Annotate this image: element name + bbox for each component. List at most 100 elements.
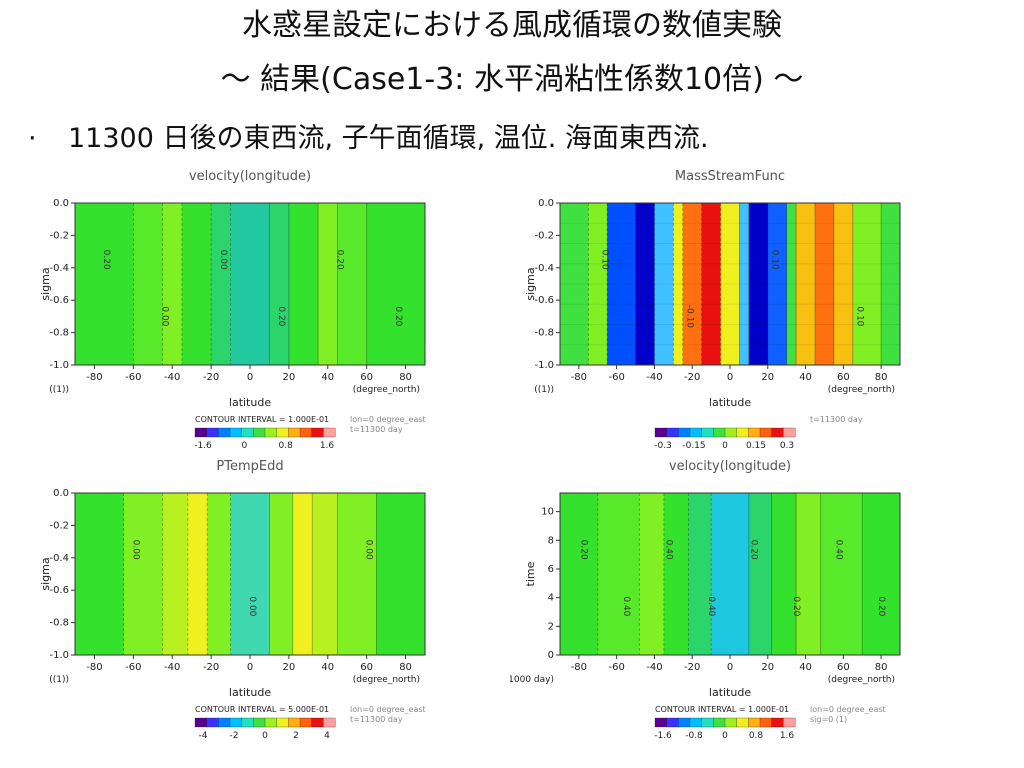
colorbar-tick-label: -1.6 [654, 731, 672, 741]
x-axis-label: latitude [229, 396, 271, 409]
x-axis-unit: (degree_north) [828, 385, 895, 395]
x-tick-label: 60 [837, 662, 850, 673]
y-tick-label: 10 [541, 507, 554, 518]
x-tick-label: -40 [164, 372, 180, 383]
colorbar-tick-label: 0 [262, 731, 268, 741]
heatmap-band [663, 493, 689, 655]
meta-label: t=11300 day [810, 415, 863, 424]
colorbar-cell [311, 717, 324, 728]
heatmap-band [187, 493, 208, 655]
heatmap-band [312, 493, 338, 655]
heatmap-band [796, 203, 816, 365]
colorbar-tick-label: -0.8 [685, 731, 703, 741]
colorbar-cell [194, 427, 208, 438]
contour-label: 0.20 [393, 306, 403, 326]
y-tick-label: -0.6 [49, 295, 69, 306]
chart-panel-mass-stream: MassStreamFunc 0.10 -0.10 0.10 0.10 -80 -60 -40… [524, 169, 901, 451]
colorbar-tick-label: 0 [241, 441, 247, 451]
heatmap-band [862, 493, 901, 655]
contour-label: 0.20 [791, 596, 801, 616]
y-tick-label: 4 [548, 593, 554, 604]
colorbar-tick-label: 0.8 [279, 441, 294, 451]
x-axis-label: latitude [709, 396, 751, 409]
heatmap-band [635, 203, 655, 365]
x-tick-label: -80 [86, 372, 102, 383]
x-tick-label: -60 [125, 372, 141, 383]
y-tick-label: -0.8 [49, 618, 69, 629]
heatmap-band [75, 493, 125, 655]
heatmap-band [673, 203, 684, 365]
y-tick-label: -1.0 [534, 360, 554, 371]
heatmap-band [560, 203, 589, 365]
colorbar-cell [323, 717, 336, 728]
heatmap-band [654, 203, 674, 365]
slide-title: 水惑星設定における風成循環の数値実験 [242, 8, 782, 43]
heatmap-band [269, 493, 294, 655]
x-axis-unit: (degree_north) [828, 675, 895, 685]
y-tick-label: -1.0 [49, 360, 69, 371]
heatmap-band [852, 203, 882, 365]
slide-subtitle: 〜 結果(Case1-3: 水平渦粘性係数10倍) 〜 [220, 62, 804, 97]
colorbar-cell [276, 427, 289, 438]
contour-label: 0.00 [218, 250, 228, 270]
heatmap-band [881, 203, 901, 365]
bullet-text: 11300 日後の東西流, 子午面循環, 温位. 海面東西流. [68, 123, 709, 154]
heatmap-band [133, 203, 163, 365]
colorbar-cell [194, 717, 208, 728]
heatmap-band [748, 493, 773, 655]
meta-label: lon=0 degree_east [350, 705, 426, 714]
x-tick-label: 80 [399, 372, 412, 383]
colorbar-cell [206, 717, 219, 728]
chart-title: velocity(longitude) [189, 169, 311, 184]
colorbar-cell [748, 717, 761, 728]
colorbar-tick-label: 0 [722, 441, 728, 451]
heatmap-band [230, 203, 270, 365]
colorbar-cell [666, 427, 679, 438]
colorbar-cell [678, 427, 691, 438]
contour-label: 0.10 [770, 250, 780, 270]
contour-label: 0.10 [855, 306, 865, 326]
y-tick-label: 2 [548, 621, 554, 632]
x-tick-label: -80 [86, 662, 102, 673]
x-tick-label: 20 [761, 662, 774, 673]
colorbar-cell [654, 717, 668, 728]
x-tick-label: 20 [283, 662, 296, 673]
heatmap-band [162, 493, 189, 655]
heatmap-band [701, 203, 722, 365]
x-tick-label: 20 [283, 372, 296, 383]
colorbar-cell [724, 427, 738, 438]
x-tick-label: -40 [646, 662, 662, 673]
heatmap-band [211, 203, 232, 365]
colorbar-cell [759, 717, 773, 728]
x-axis-label: latitude [229, 686, 271, 699]
colorbar-cell [323, 427, 336, 438]
contour-label: 0.40 [833, 540, 843, 560]
chart-title: PTempEdd [216, 459, 283, 474]
contour-label: 0.40 [663, 540, 673, 560]
y-tick-label: -0.8 [534, 328, 554, 339]
heatmap-band [207, 493, 232, 655]
contour-label: 0.20 [876, 596, 886, 616]
x-tick-label: 0 [727, 662, 733, 673]
x-tick-label: 40 [799, 372, 812, 383]
contour-label: 0.20 [101, 250, 111, 270]
colorbar-cell [288, 717, 301, 728]
contour-label: 0.20 [748, 540, 758, 560]
heatmap-band [682, 203, 703, 365]
y-tick-label: 0.0 [538, 198, 554, 209]
heatmap-band [162, 203, 183, 365]
meta-label: lon=0 degree_east [810, 705, 886, 714]
colorbar-cell [783, 717, 796, 728]
x-tick-label: 0 [727, 372, 733, 383]
heatmap-band [269, 203, 290, 365]
contour-label: 0.00 [130, 540, 140, 560]
contour-label: 0.20 [578, 540, 588, 560]
colorbar-cell [771, 427, 784, 438]
colorbar-cell [689, 427, 703, 438]
contour-label: 0.20 [335, 250, 345, 270]
colorbar-cell [299, 427, 313, 438]
chart-title: velocity(longitude) [669, 459, 791, 474]
colorbar-cell [689, 717, 703, 728]
heatmap-band [815, 203, 835, 365]
x-tick-label: -20 [684, 372, 700, 383]
